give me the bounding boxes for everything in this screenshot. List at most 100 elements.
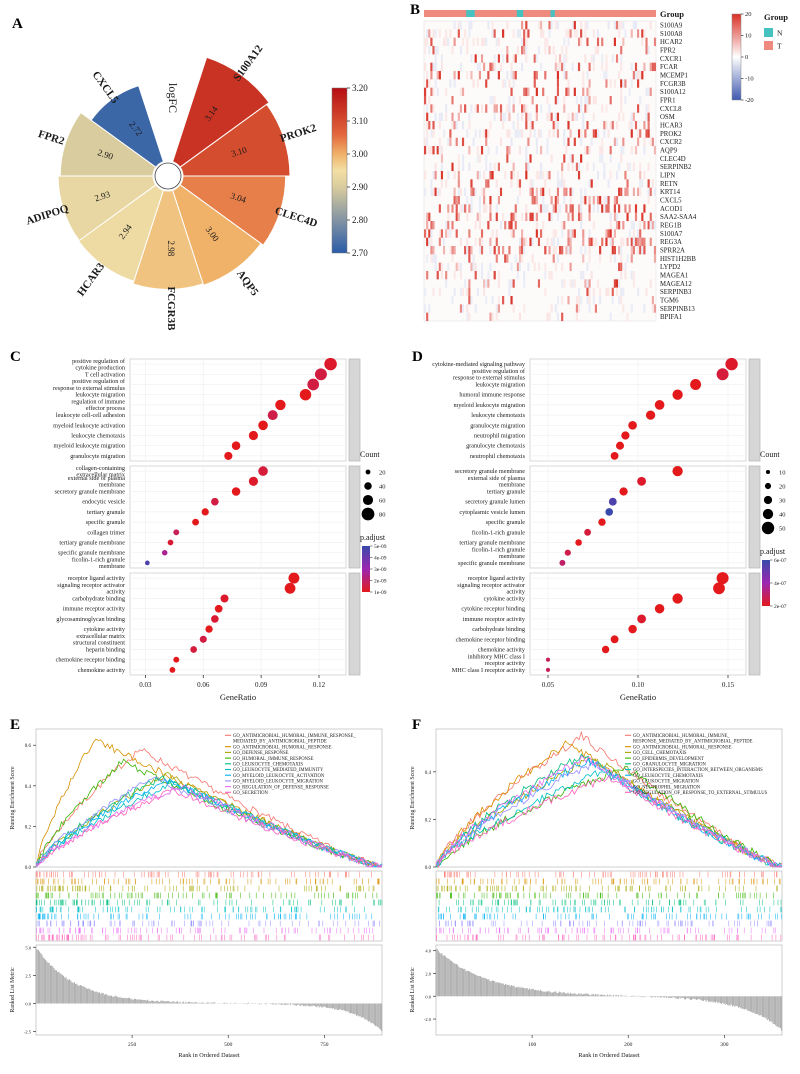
heatmap-cell	[440, 112, 444, 122]
heatmap-cell	[430, 104, 433, 113]
heatmap-cell	[512, 79, 515, 88]
term-label: extracellular matrix structural constitue…	[73, 633, 126, 647]
heatmap-cell	[489, 171, 492, 180]
term-dot	[645, 410, 656, 420]
heatmap-cell	[609, 171, 612, 180]
term-dot	[211, 497, 219, 506]
heatmap-cell	[434, 254, 437, 263]
term-label: leukocyte chemotaxis	[471, 412, 525, 419]
term-label: immune receptor activity	[63, 606, 126, 613]
heatmap-cell	[563, 279, 566, 288]
heatmap-cell	[510, 212, 513, 222]
heatmap-cell	[626, 254, 629, 263]
heatmap-cell	[603, 204, 606, 213]
heatmap-cell	[548, 312, 551, 322]
heatmap-cell	[563, 179, 566, 188]
heatmap-cell	[584, 146, 587, 155]
heatmap-cell	[645, 129, 648, 138]
heatmap-cell	[649, 62, 652, 72]
heatmap-cell	[426, 137, 429, 147]
heatmap-cell	[605, 54, 608, 63]
term-dot	[654, 603, 665, 614]
legend-label: GO_REGULATION_OF_RESPONSE_TO_EXTERNAL_ST…	[633, 791, 768, 796]
heatmap-cell	[432, 104, 435, 113]
heatmap-cell	[487, 129, 490, 138]
heatmap-cell	[533, 54, 536, 63]
heatmap-cell	[480, 246, 484, 255]
heatmap-cell	[649, 187, 652, 197]
heatmap-cell	[499, 221, 503, 230]
term-dot	[299, 388, 312, 401]
wedge-value: 2.98	[166, 240, 176, 256]
tspan-shape: ficolin-1-rich granule	[72, 557, 125, 564]
heatmap-cell	[584, 187, 587, 197]
heatmap-cell	[626, 312, 629, 322]
count-legend-dot	[365, 469, 371, 475]
x-tick-label: 0.10	[632, 681, 645, 689]
heatmap-cell	[586, 287, 589, 297]
tspan-shape: positive regulation of	[72, 378, 126, 385]
heatmap-cell	[453, 246, 456, 255]
rose-wedge-FPR2	[59, 111, 157, 177]
heatmap-cell	[582, 121, 585, 130]
heatmap-cell	[588, 246, 591, 255]
heatmap-cell	[641, 246, 644, 255]
heatmap-cell	[464, 279, 467, 288]
tspan-shape: leukocyte migration	[75, 392, 125, 399]
heatmap-cell	[611, 237, 614, 247]
heatmap-cell	[630, 254, 633, 263]
heatmap-cell	[615, 137, 619, 147]
heatmap-cell	[457, 212, 460, 222]
heatmap-cell	[620, 246, 623, 255]
heatmap-cell	[565, 29, 568, 38]
heatmap-cell	[556, 237, 560, 247]
heatmap-cell	[432, 221, 435, 230]
heatmap-cell	[624, 271, 627, 280]
heatmap-cell	[436, 87, 439, 97]
panel-d-label: D	[412, 349, 423, 365]
term-label: leukocyte migration	[75, 392, 125, 399]
heatmap-cell	[588, 304, 591, 313]
heatmap-cell	[580, 137, 583, 147]
heatmap-cell	[561, 162, 564, 172]
heatmap-cell	[550, 212, 553, 222]
tspan-shape: activity	[506, 589, 525, 596]
heatmap-cell	[540, 129, 543, 138]
heatmap-cell	[643, 246, 646, 255]
heatmap-cell	[527, 87, 530, 97]
heatmap-cell	[480, 37, 484, 47]
heatmap-cell	[605, 196, 608, 205]
tspan-shape: immune receptor activity	[463, 616, 526, 623]
term-dot	[192, 518, 199, 526]
heatmap-cell	[491, 171, 494, 180]
term-label: positive regulation of response to extern…	[53, 378, 126, 392]
heatmap-cell	[639, 179, 642, 188]
heatmap-cell	[453, 121, 456, 130]
term-dot	[248, 476, 259, 486]
heatmap-cell	[518, 262, 522, 272]
heatmap-cell	[634, 62, 638, 72]
heatmap-cell	[430, 37, 433, 47]
term-label: leukocyte cell-cell adhesion	[56, 412, 125, 419]
x-tick-label: 200	[624, 1042, 633, 1048]
heatmap-cell	[641, 37, 644, 47]
es-axis-title: Running Enrichment Score	[10, 766, 16, 830]
heatmap-cell	[531, 96, 534, 105]
tspan-shape: endocytic vesicle	[82, 499, 125, 506]
heatmap-cell	[497, 37, 500, 47]
heatmap-cell	[447, 37, 450, 47]
heatmap-cell	[512, 121, 515, 130]
tspan-shape: secretory granule membrane	[55, 489, 126, 496]
heatmap-cell	[489, 262, 492, 272]
heatmap-cell	[544, 179, 547, 188]
term-label: secretory granule membrane	[55, 489, 126, 496]
heatmap-cell	[643, 171, 646, 180]
heatmap-cell	[647, 104, 650, 113]
heatmap-cell	[510, 179, 513, 188]
heatmap-cell	[451, 204, 454, 213]
heatmap-cell	[558, 54, 562, 63]
heatmap-cell	[455, 121, 458, 130]
heatmap-cell	[426, 121, 429, 130]
heatmap-cell	[643, 237, 646, 247]
heatmap-cell	[487, 21, 490, 30]
